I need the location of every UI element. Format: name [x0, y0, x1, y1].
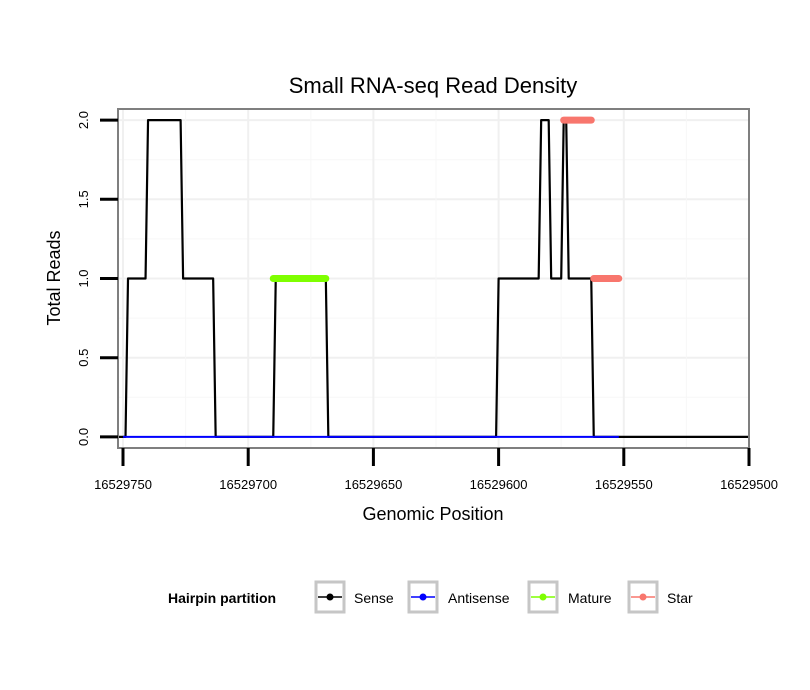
legend-label-star: Star	[667, 590, 693, 606]
y-tick-label: 2.0	[76, 111, 91, 129]
x-tick-label: 16529550	[595, 477, 653, 492]
x-axis: 16529750 16529700 16529650 16529600 16529550…	[94, 448, 778, 492]
legend-key-point-star	[639, 593, 647, 601]
x-tick-label: 16529600	[470, 477, 528, 492]
y-axis-title: Total Reads	[44, 230, 64, 325]
legend-title: Hairpin partition	[168, 590, 276, 606]
legend-label-mature: Mature	[568, 590, 612, 606]
x-tick-label: 16529750	[94, 477, 152, 492]
y-tick-label: 0.5	[76, 349, 91, 367]
legend-label-antisense: Antisense	[448, 590, 510, 606]
y-axis: 0.0 0.5 1.0 1.5 2.0	[76, 111, 118, 446]
legend-key-point-sense	[326, 593, 334, 601]
y-tick-label: 1.0	[76, 269, 91, 287]
legend: Hairpin partition Sense Antisense Mature St…	[168, 580, 693, 614]
y-tick-label: 0.0	[76, 428, 91, 446]
legend-key-point-mature	[539, 593, 547, 601]
x-axis-title: Genomic Position	[362, 504, 503, 524]
x-tick-label: 16529700	[219, 477, 277, 492]
chart-title: Small RNA-seq Read Density	[289, 73, 578, 98]
x-tick-label: 16529500	[720, 477, 778, 492]
x-tick-label: 16529650	[344, 477, 402, 492]
legend-key-point-antisense	[419, 593, 427, 601]
legend-label-sense: Sense	[354, 590, 394, 606]
series-line-sense	[118, 118, 749, 439]
y-tick-label: 1.5	[76, 190, 91, 208]
data-series	[118, 116, 749, 439]
